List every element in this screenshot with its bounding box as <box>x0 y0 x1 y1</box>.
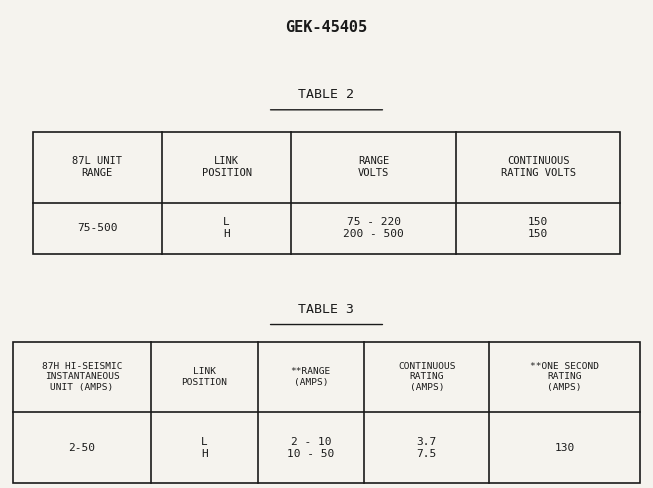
Text: 3.7
7.5: 3.7 7.5 <box>417 437 437 459</box>
Text: 87L UNIT
RANGE: 87L UNIT RANGE <box>72 156 122 178</box>
Text: LINK
POSITION: LINK POSITION <box>182 367 227 386</box>
Text: L
H: L H <box>201 437 208 459</box>
Bar <box>33 132 620 254</box>
Text: 150
150: 150 150 <box>528 217 549 239</box>
Text: **RANGE
(AMPS): **RANGE (AMPS) <box>291 367 331 386</box>
Text: 2-50: 2-50 <box>69 443 95 453</box>
Text: GEK-45405: GEK-45405 <box>285 20 368 35</box>
Text: CONTINUOUS
RATING
(AMPS): CONTINUOUS RATING (AMPS) <box>398 362 456 392</box>
Text: 75 - 220
200 - 500: 75 - 220 200 - 500 <box>343 217 404 239</box>
Text: RANGE
VOLTS: RANGE VOLTS <box>358 156 389 178</box>
Text: CONTINUOUS
RATING VOLTS: CONTINUOUS RATING VOLTS <box>501 156 575 178</box>
Text: 75-500: 75-500 <box>77 223 118 233</box>
Text: 2 - 10
10 - 50: 2 - 10 10 - 50 <box>287 437 334 459</box>
Text: L
H: L H <box>223 217 230 239</box>
Text: TABLE 3: TABLE 3 <box>298 303 355 316</box>
Text: **ONE SECOND
RATING
(AMPS): **ONE SECOND RATING (AMPS) <box>530 362 599 392</box>
Text: TABLE 2: TABLE 2 <box>298 88 355 101</box>
Bar <box>13 342 640 483</box>
Text: 130: 130 <box>554 443 575 453</box>
Text: 87H HI-SEISMIC
INSTANTANEOUS
UNIT (AMPS): 87H HI-SEISMIC INSTANTANEOUS UNIT (AMPS) <box>42 362 122 392</box>
Text: LINK
POSITION: LINK POSITION <box>202 156 251 178</box>
